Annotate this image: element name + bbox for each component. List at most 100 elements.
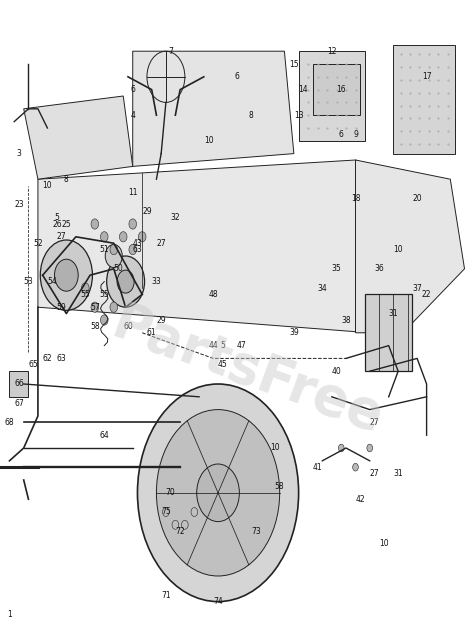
Text: 63: 63 <box>57 354 66 363</box>
Text: 50: 50 <box>114 264 123 273</box>
Text: 14: 14 <box>299 85 308 94</box>
Text: 60: 60 <box>123 322 133 331</box>
Circle shape <box>100 232 108 242</box>
Text: 65: 65 <box>28 360 38 369</box>
Circle shape <box>172 520 179 529</box>
Text: 6: 6 <box>130 85 135 94</box>
Text: 74: 74 <box>213 597 223 606</box>
Text: 63: 63 <box>133 245 142 254</box>
Text: 36: 36 <box>374 264 384 273</box>
Text: 75: 75 <box>161 508 171 516</box>
Text: 41: 41 <box>313 463 322 472</box>
Text: 54: 54 <box>47 277 57 286</box>
Circle shape <box>55 259 78 291</box>
Text: 27: 27 <box>57 232 66 241</box>
Text: 22: 22 <box>422 290 431 299</box>
Text: 31: 31 <box>389 309 398 318</box>
Text: 3: 3 <box>17 149 21 158</box>
Text: 37: 37 <box>412 284 422 292</box>
Text: 5: 5 <box>220 341 225 350</box>
Polygon shape <box>38 160 417 333</box>
Text: 55: 55 <box>81 290 90 299</box>
Text: 9: 9 <box>353 130 358 139</box>
Polygon shape <box>356 160 465 333</box>
Text: 27: 27 <box>370 418 379 427</box>
Polygon shape <box>133 51 294 166</box>
Circle shape <box>110 244 118 255</box>
Text: 23: 23 <box>14 200 24 209</box>
Circle shape <box>110 302 118 312</box>
Text: 47: 47 <box>237 341 246 350</box>
Text: 72: 72 <box>175 527 185 536</box>
Text: 58: 58 <box>90 322 100 331</box>
Text: PartsFree: PartsFree <box>103 298 390 444</box>
Circle shape <box>117 270 134 293</box>
Circle shape <box>353 463 358 471</box>
Text: 33: 33 <box>152 277 161 286</box>
Circle shape <box>338 444 344 452</box>
Polygon shape <box>24 96 133 179</box>
Text: 10: 10 <box>393 245 403 254</box>
Text: 73: 73 <box>251 527 261 536</box>
FancyBboxPatch shape <box>393 45 455 154</box>
Polygon shape <box>9 371 28 397</box>
Text: 15: 15 <box>289 60 299 68</box>
Text: 53: 53 <box>24 277 33 286</box>
Circle shape <box>129 244 137 255</box>
Circle shape <box>91 219 99 229</box>
Text: 13: 13 <box>294 111 303 120</box>
Text: 10: 10 <box>379 540 389 548</box>
Circle shape <box>367 444 373 452</box>
Text: 44: 44 <box>209 341 218 350</box>
Text: 12: 12 <box>327 47 337 56</box>
Text: 67: 67 <box>14 399 24 408</box>
Text: 10: 10 <box>270 444 280 452</box>
Text: 42: 42 <box>356 495 365 504</box>
Text: 27: 27 <box>370 469 379 478</box>
Text: 25: 25 <box>62 220 71 228</box>
Circle shape <box>119 232 127 242</box>
Text: 5: 5 <box>55 213 59 222</box>
Text: 58: 58 <box>275 482 284 491</box>
Text: 66: 66 <box>14 380 24 388</box>
Text: 32: 32 <box>171 213 180 222</box>
Text: 10: 10 <box>43 181 52 190</box>
Text: 59: 59 <box>57 303 66 312</box>
Text: 18: 18 <box>351 194 360 203</box>
Circle shape <box>105 244 122 268</box>
Text: 10: 10 <box>204 136 213 145</box>
Circle shape <box>163 508 169 516</box>
Text: 61: 61 <box>147 328 156 337</box>
Text: 45: 45 <box>218 360 228 369</box>
Text: 6: 6 <box>339 130 344 139</box>
Text: 55: 55 <box>100 290 109 299</box>
Text: 8: 8 <box>64 175 69 184</box>
Text: 4: 4 <box>130 111 135 120</box>
Text: 48: 48 <box>209 290 218 299</box>
Text: 8: 8 <box>249 111 254 120</box>
Text: 31: 31 <box>393 469 403 478</box>
Circle shape <box>107 256 145 307</box>
Text: 16: 16 <box>337 85 346 94</box>
Text: 43: 43 <box>133 239 142 248</box>
Circle shape <box>197 464 239 522</box>
Text: 29: 29 <box>142 207 152 216</box>
Text: 71: 71 <box>161 591 171 600</box>
Circle shape <box>156 410 280 576</box>
Circle shape <box>91 302 99 312</box>
Text: 17: 17 <box>422 72 431 81</box>
FancyBboxPatch shape <box>299 51 365 141</box>
Circle shape <box>82 283 89 293</box>
Text: 68: 68 <box>5 418 14 427</box>
FancyBboxPatch shape <box>313 64 360 115</box>
Text: 1: 1 <box>7 610 12 619</box>
Text: 51: 51 <box>100 245 109 254</box>
Circle shape <box>100 315 108 325</box>
Text: 11: 11 <box>128 188 137 196</box>
Text: 38: 38 <box>341 316 351 324</box>
Text: 62: 62 <box>43 354 52 363</box>
Text: 6: 6 <box>235 72 239 81</box>
Circle shape <box>182 520 188 529</box>
Text: 35: 35 <box>332 264 341 273</box>
Text: 29: 29 <box>156 316 166 324</box>
